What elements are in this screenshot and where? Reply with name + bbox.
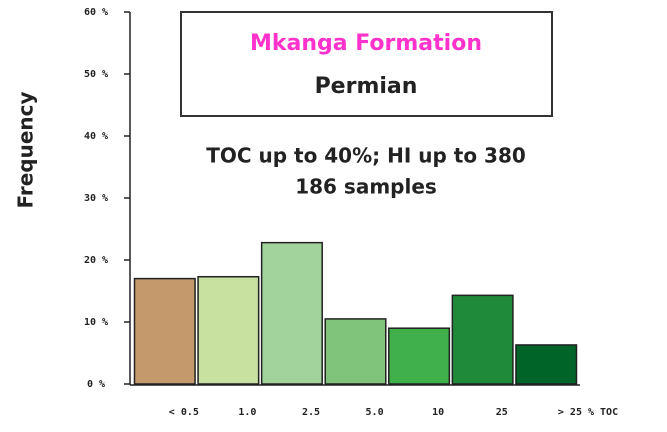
bar: [260, 241, 323, 385]
bar: [197, 275, 260, 385]
bar: [388, 327, 451, 385]
x-tick-label: 5.0: [366, 407, 384, 418]
y-tick-label: 0 %: [87, 379, 105, 390]
x-tick-label: 10: [432, 407, 444, 418]
chart-subtitle: Permian: [315, 74, 418, 99]
bar: [515, 344, 578, 385]
x-tick-label: 1.0: [238, 407, 256, 418]
annotation: 186 samples: [295, 175, 437, 199]
y-tick-label: 10 %: [84, 317, 108, 328]
chart-title: Mkanga Formation: [250, 31, 482, 56]
title-box: [180, 11, 553, 117]
y-tick-label: 20 %: [84, 255, 108, 266]
x-tick-label: 2.5: [302, 407, 320, 418]
y-tick-label: 40 %: [84, 131, 108, 142]
bar: [451, 294, 514, 385]
y-tick-label: 60 %: [84, 7, 108, 18]
bar: [133, 277, 196, 385]
y-tick-label: 30 %: [84, 193, 108, 204]
y-tick-label: 50 %: [84, 69, 108, 80]
y-axis-label: Frequency: [14, 91, 38, 208]
annotation: TOC up to 40%; HI up to 380: [206, 144, 526, 168]
x-tick-label: > 25 % TOC: [558, 407, 618, 418]
x-tick-label: < 0.5: [169, 407, 199, 418]
bar: [324, 318, 387, 385]
x-tick-label: 25: [496, 407, 508, 418]
